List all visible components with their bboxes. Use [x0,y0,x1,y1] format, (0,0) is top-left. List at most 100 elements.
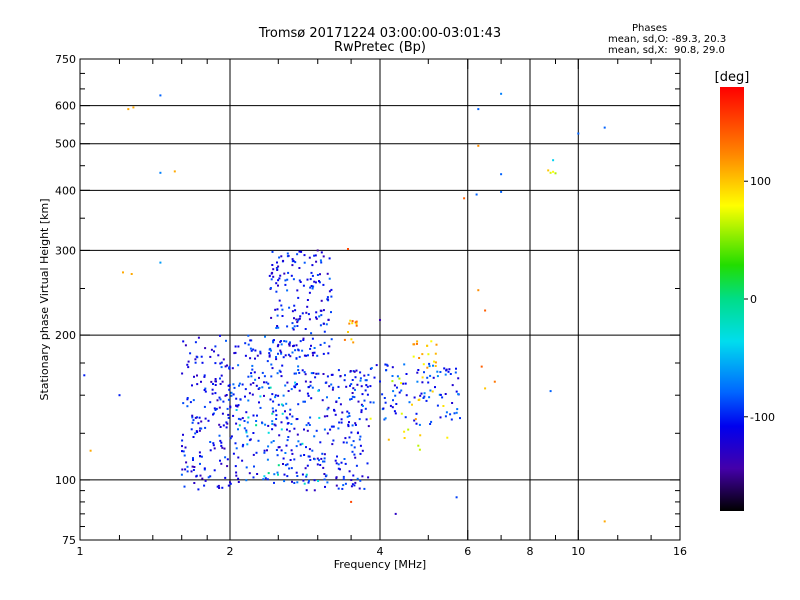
data-point [312,354,314,357]
data-point [332,425,335,428]
data-point [359,435,362,438]
data-point [181,468,184,471]
data-point [309,347,312,350]
data-point [413,396,416,399]
data-point [311,386,314,389]
data-point [238,382,241,385]
data-point [263,449,266,452]
data-point [200,380,202,383]
data-point [421,376,424,379]
data-point [213,447,216,450]
data-point [267,431,270,434]
data-point [237,345,240,348]
data-point [303,354,306,357]
data-point [198,429,201,432]
data-point [350,338,353,341]
data-point [282,356,285,359]
data-point [286,439,289,442]
data-point [411,403,413,406]
data-point [348,415,351,417]
data-point [281,308,284,311]
data-point [242,443,245,446]
data-point [233,386,236,389]
data-point [413,343,416,346]
data-point [203,467,206,470]
data-point [434,386,436,389]
data-point [298,267,301,269]
data-point [277,265,280,268]
data-point [369,401,372,404]
data-point [303,261,306,264]
data-point [549,390,552,393]
data-point [296,289,299,292]
data-point [407,428,410,431]
data-point [264,335,266,338]
data-point [454,371,457,374]
data-point [355,464,358,467]
data-point [237,428,239,431]
data-point [280,351,283,354]
data-point [252,476,255,479]
data-point [269,347,272,350]
data-point [245,466,248,469]
data-point [319,464,322,466]
data-point [276,454,279,457]
data-point [370,367,373,370]
data-point [294,309,297,312]
data-point [298,389,301,392]
data-point [247,399,250,402]
data-point [286,428,288,431]
data-point [428,396,431,399]
data-point [493,380,496,383]
data-point [270,375,273,378]
data-point [304,380,307,383]
data-point [282,457,285,460]
data-point [247,375,250,378]
data-point [296,383,298,386]
data-point [297,365,300,368]
data-point [391,366,394,369]
data-point [263,394,265,397]
data-point [254,349,257,352]
data-point [324,485,326,488]
data-point [256,354,259,357]
data-point [204,417,207,420]
data-point [308,424,311,426]
data-point [355,320,358,323]
data-point [385,363,388,366]
data-point [219,362,222,365]
data-point [159,94,162,97]
data-point [249,347,252,350]
data-point [275,449,278,451]
data-point [263,451,266,454]
data-point [439,393,442,396]
data-point [261,371,264,374]
data-point [367,425,370,428]
y-tick-label: 100 [55,474,76,487]
data-point [274,394,277,397]
data-point [354,376,357,379]
data-point [292,259,295,262]
data-point [363,374,366,377]
data-point [418,423,421,426]
data-point [398,391,401,394]
data-point [286,278,289,281]
data-point [359,377,362,380]
data-point [277,279,280,282]
x-tick-label: 8 [527,545,534,558]
data-point [394,412,397,415]
data-point [459,417,461,420]
data-point [269,398,272,401]
data-point [273,339,275,342]
data-point [455,367,457,370]
data-point [419,434,422,437]
data-point [210,348,213,351]
data-point [186,465,189,468]
data-point [297,319,299,322]
data-point [220,441,223,444]
data-point [321,399,324,402]
data-point [287,271,290,274]
data-point [348,421,350,424]
data-point [249,438,252,441]
data-point [282,394,285,397]
